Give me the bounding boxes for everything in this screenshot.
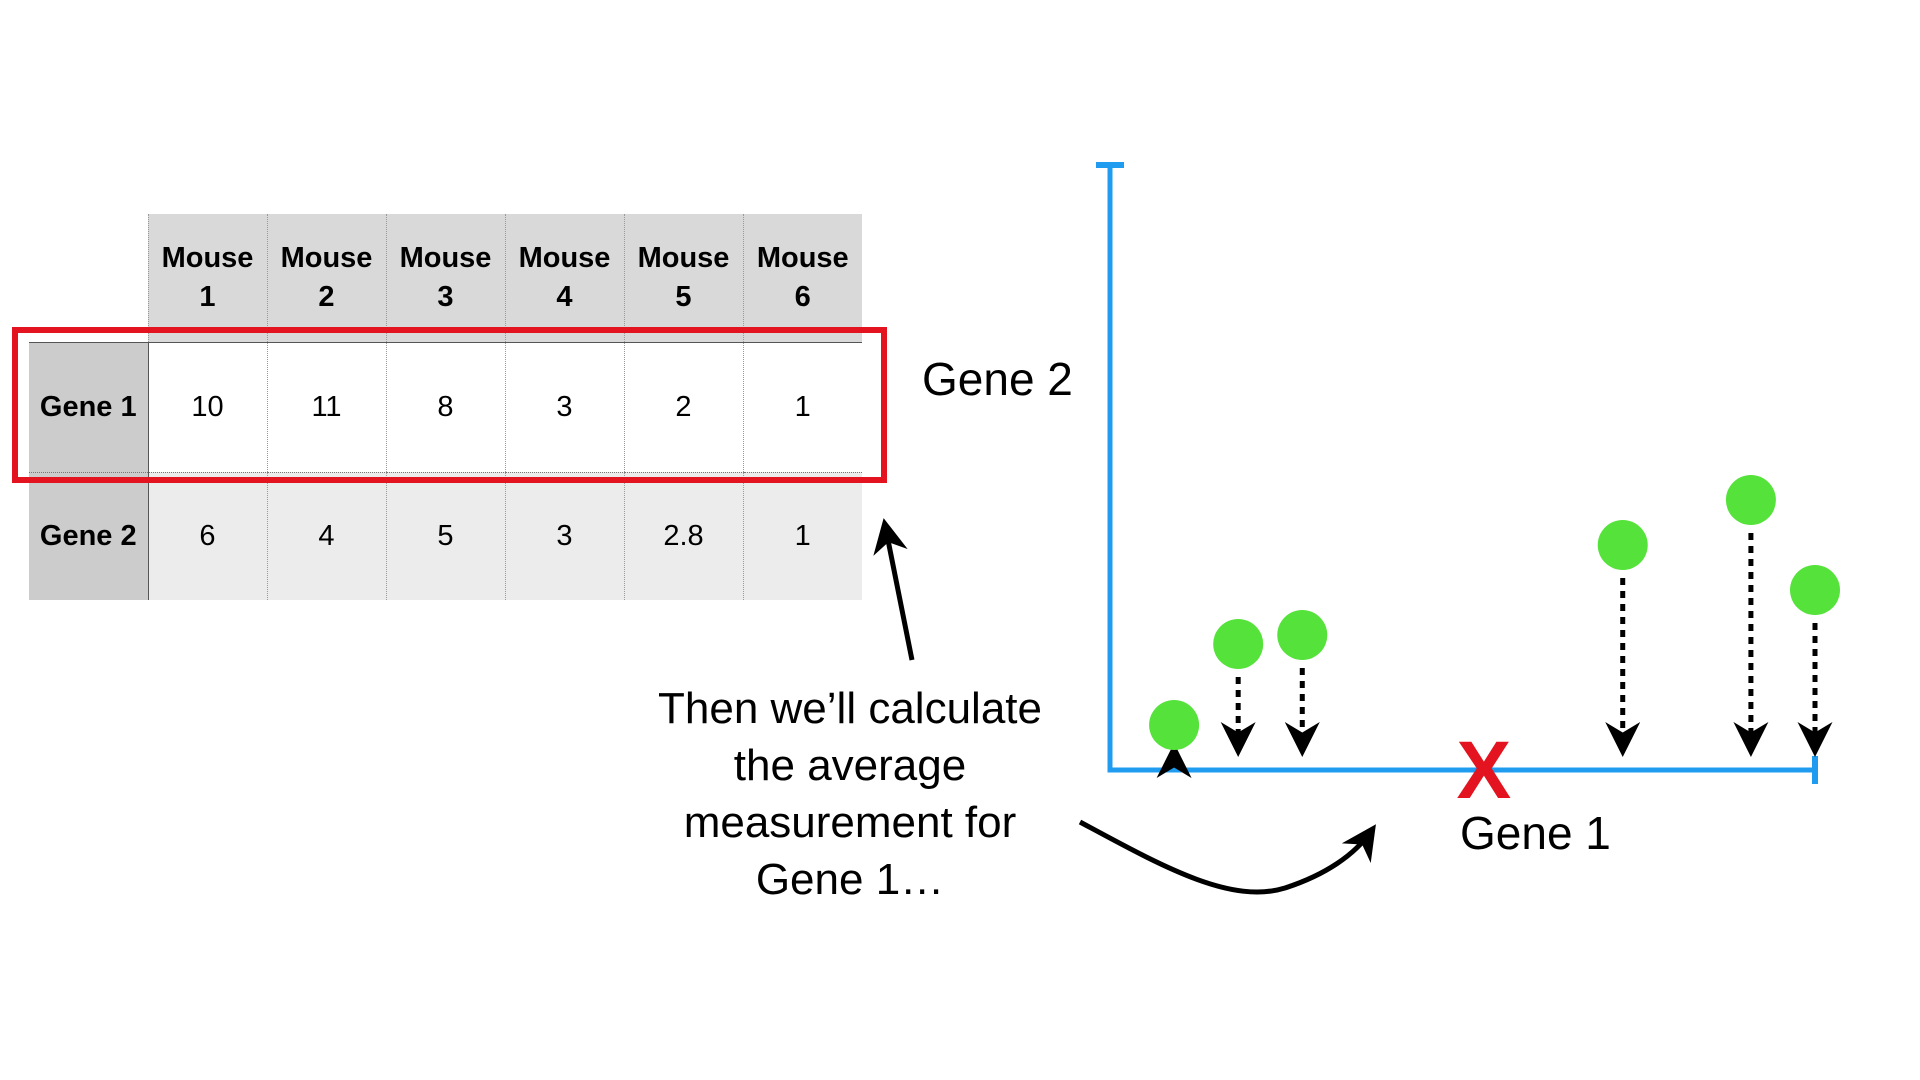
row-header: Gene 1 xyxy=(29,341,149,473)
table-cell: 8 xyxy=(385,341,505,473)
gene-table: Mouse 1 Mouse 2 Mouse 3 Mouse 4 Mouse 5 … xyxy=(29,214,862,600)
table-cell: 11 xyxy=(266,341,386,473)
table-cell: 1 xyxy=(742,472,862,600)
data-point xyxy=(1790,565,1840,615)
data-point xyxy=(1597,520,1648,570)
column-header: Mouse 5 xyxy=(623,214,743,342)
table-cell: 3 xyxy=(504,472,624,600)
x-axis-label: Gene 1 xyxy=(1460,807,1611,859)
table-cell: 4 xyxy=(266,472,386,600)
column-header: Mouse 3 xyxy=(385,214,505,342)
projection-arrows xyxy=(1156,533,1833,778)
data-point xyxy=(1149,700,1200,750)
pointer-arrow-to-table xyxy=(873,518,915,661)
y-axis-label: Gene 2 xyxy=(922,353,1073,405)
table-cell: 10 xyxy=(147,341,267,473)
data-point xyxy=(1277,610,1328,660)
pointer-arrow-to-average xyxy=(1078,819,1376,895)
table-cell: 2.8 xyxy=(623,472,743,600)
column-header: Mouse 2 xyxy=(266,214,386,342)
average-marker: X xyxy=(1457,725,1512,816)
row-header: Gene 2 xyxy=(29,472,149,600)
table-cell: 2 xyxy=(623,341,743,473)
data-points xyxy=(1149,475,1840,750)
table-cell: 1 xyxy=(742,341,862,473)
plot-axes xyxy=(1096,162,1818,784)
table-cell: 6 xyxy=(147,472,267,600)
data-point xyxy=(1725,475,1776,525)
table-header-row: Mouse 1 Mouse 2 Mouse 3 Mouse 4 Mouse 5 … xyxy=(29,214,862,342)
average-marker-group: X xyxy=(1457,725,1512,816)
gene-1-highlight-box xyxy=(12,327,887,483)
table-cell: 5 xyxy=(385,472,505,600)
caption-text: Then we’ll calculate the average measure… xyxy=(658,684,1042,904)
column-header: Mouse 1 xyxy=(147,214,267,342)
column-header: Mouse 4 xyxy=(504,214,624,342)
table-cell: 3 xyxy=(504,341,624,473)
table-row-gene-2: Gene 2 6 4 5 3 2.8 1 xyxy=(29,472,862,600)
column-header: Mouse 6 xyxy=(742,214,862,342)
table-row-gene-1: Gene 1 10 11 8 3 2 1 xyxy=(29,341,862,473)
data-point xyxy=(1213,619,1264,669)
axis-lines xyxy=(1107,165,1815,773)
